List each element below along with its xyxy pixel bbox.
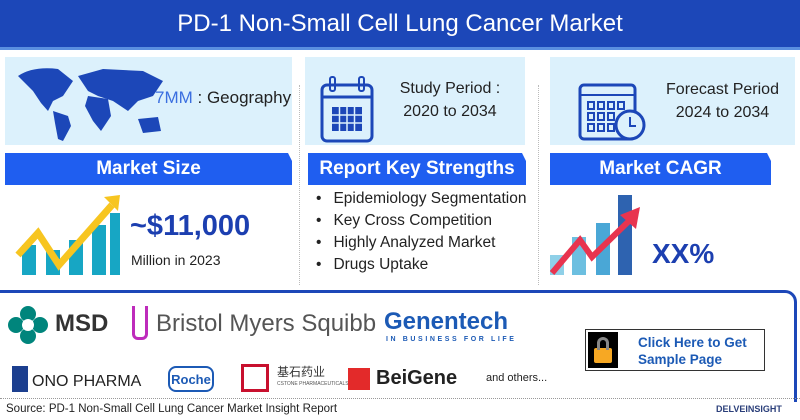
cagr-chart-icon xyxy=(550,195,640,275)
geography-text: 7MM : Geography xyxy=(155,88,291,108)
genentech-tagline: IN BUSINESS FOR LIFE xyxy=(386,336,517,343)
geography-label: : Geography xyxy=(197,88,292,107)
footer-divider xyxy=(0,398,800,399)
forecast-period-range: 2024 to 2034 xyxy=(675,104,770,121)
market-size-value: ~$11,000 xyxy=(130,210,251,242)
growth-chart-icon xyxy=(15,195,120,275)
delveinsight-logo: DELVEINSIGHT xyxy=(716,404,782,414)
source-text: Source: PD-1 Non-Small Cell Lung Cancer … xyxy=(6,403,338,415)
msd-logo-icon xyxy=(8,306,48,344)
list-item: Highly Analyzed Market xyxy=(316,232,526,254)
geography-panel: 7MM : Geography xyxy=(5,57,292,145)
geography-value: 7MM xyxy=(155,88,193,107)
list-item: Key Cross Competition xyxy=(316,210,526,232)
study-period-panel: Study Period : 2020 to 2034 xyxy=(305,57,525,145)
market-size-sub: Million in 2023 xyxy=(131,252,221,268)
roche-logo: Roche xyxy=(168,366,214,392)
genentech-logo: Genentech xyxy=(384,308,509,335)
sample-page-button[interactable]: Click Here to Get Sample Page xyxy=(585,329,765,371)
ono-logo-icon xyxy=(12,366,28,392)
cstone-logo-icon xyxy=(241,364,269,392)
beigene-logo-icon xyxy=(348,368,370,390)
ono-logo: ONO PHARMA xyxy=(32,373,142,390)
bms-logo-icon xyxy=(132,306,148,340)
list-item: Drugs Uptake xyxy=(316,254,526,276)
study-period-label: Study Period : xyxy=(399,80,501,97)
forecast-period-label: Forecast Period xyxy=(666,81,779,98)
companies-section xyxy=(0,290,797,402)
column-divider xyxy=(299,85,300,285)
unlock-icon xyxy=(588,332,618,368)
sample-page-label[interactable]: Click Here to Get Sample Page xyxy=(638,335,747,367)
market-cagr-header: Market CAGR xyxy=(550,153,771,185)
others-text: and others... xyxy=(486,372,548,384)
msd-logo: MSD xyxy=(55,310,109,337)
beigene-logo: BeiGene xyxy=(376,367,458,389)
list-item: Epidemiology Segmentation xyxy=(316,188,526,210)
study-period-range: 2020 to 2034 xyxy=(403,103,497,120)
world-map-icon xyxy=(18,68,163,141)
forecast-period-panel: Forecast Period 2024 to 2034 xyxy=(550,57,795,145)
market-size-header: Market Size xyxy=(5,153,292,185)
key-strengths-header: Report Key Strengths xyxy=(308,153,526,185)
cstone-logo: CSTONE PHARMACEUTICALS xyxy=(277,381,349,387)
column-divider xyxy=(538,85,539,285)
cagr-value: XX% xyxy=(652,238,715,269)
key-strengths-list: Epidemiology Segmentation Key Cross Comp… xyxy=(316,188,526,276)
cstone-chinese-name: 基石药业 xyxy=(277,365,326,379)
calendar-icon xyxy=(320,76,374,143)
calendar-clock-icon xyxy=(578,83,646,141)
page-title: PD-1 Non-Small Cell Lung Cancer Market xyxy=(0,0,800,50)
bms-logo: Bristol Myers Squibb xyxy=(156,310,377,337)
